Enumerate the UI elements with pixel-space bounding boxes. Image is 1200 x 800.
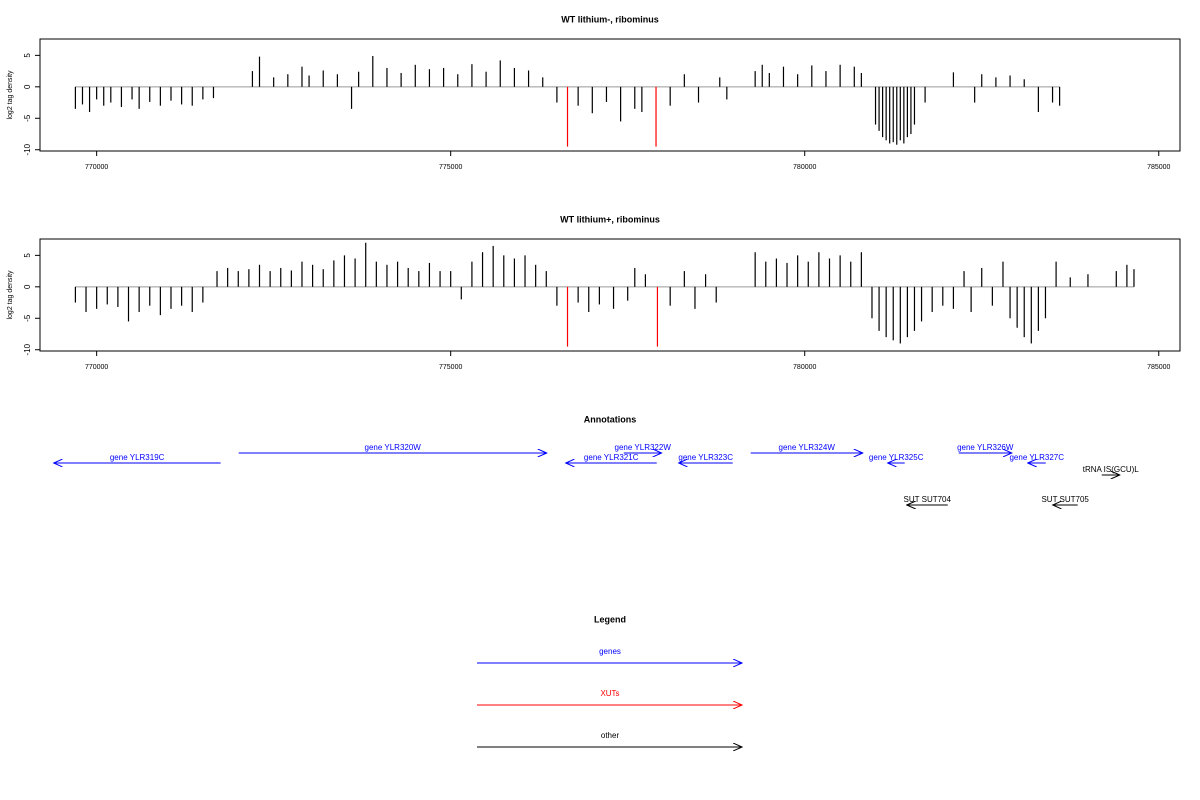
annotations-title: Annotations [584,414,637,424]
x-tick-label: 785000 [1147,364,1170,371]
y-tick-label: -10 [23,143,32,155]
y-axis-label: log2 tag density [7,70,14,120]
x-tick-label: 780000 [793,364,816,371]
y-tick-label: -10 [23,343,32,355]
feature-label: gene YLR326W [957,443,1014,452]
plot-frame [39,238,1181,352]
feature-label: SUT SUT705 [1041,495,1089,504]
feature-label: gene YLR319C [110,453,165,462]
feature-label: gene YLR321C [584,453,639,462]
feature-label: gene YLR325C [869,453,924,462]
feature-label: gene YLR323C [678,453,733,462]
y-tick-label: 5 [23,53,32,58]
chart-title: WT lithium-, ribominus [561,14,659,24]
x-tick-label: 785000 [1147,164,1170,171]
feature-label: gene YLR324W [779,443,836,452]
legend-label: XUTs [600,689,619,698]
y-tick-label: 0 [23,284,32,289]
legend-title: Legend [594,614,626,624]
y-tick-label: 0 [23,84,32,89]
x-tick-label: 770000 [85,164,108,171]
y-tick-label: -5 [23,114,32,122]
y-tick-label: -5 [23,314,32,322]
y-tick-label: 5 [23,253,32,258]
feature-label: gene YLR322W [615,443,672,452]
x-tick-label: 775000 [439,164,462,171]
x-tick-label: 780000 [793,164,816,171]
x-tick-label: 770000 [85,364,108,371]
chart-title: WT lithium+, ribominus [560,214,660,224]
x-tick-label: 775000 [439,364,462,371]
y-axis-label: log2 tag density [7,270,14,320]
legend-label: other [601,731,620,740]
plot-frame [39,38,1181,152]
feature-label: SUT SUT704 [904,495,952,504]
feature-label: tRNA IS(GCU)L [1083,465,1140,474]
feature-label: gene YLR327C [1009,453,1064,462]
legend-label: genes [599,647,621,656]
feature-label: gene YLR320W [365,443,422,452]
